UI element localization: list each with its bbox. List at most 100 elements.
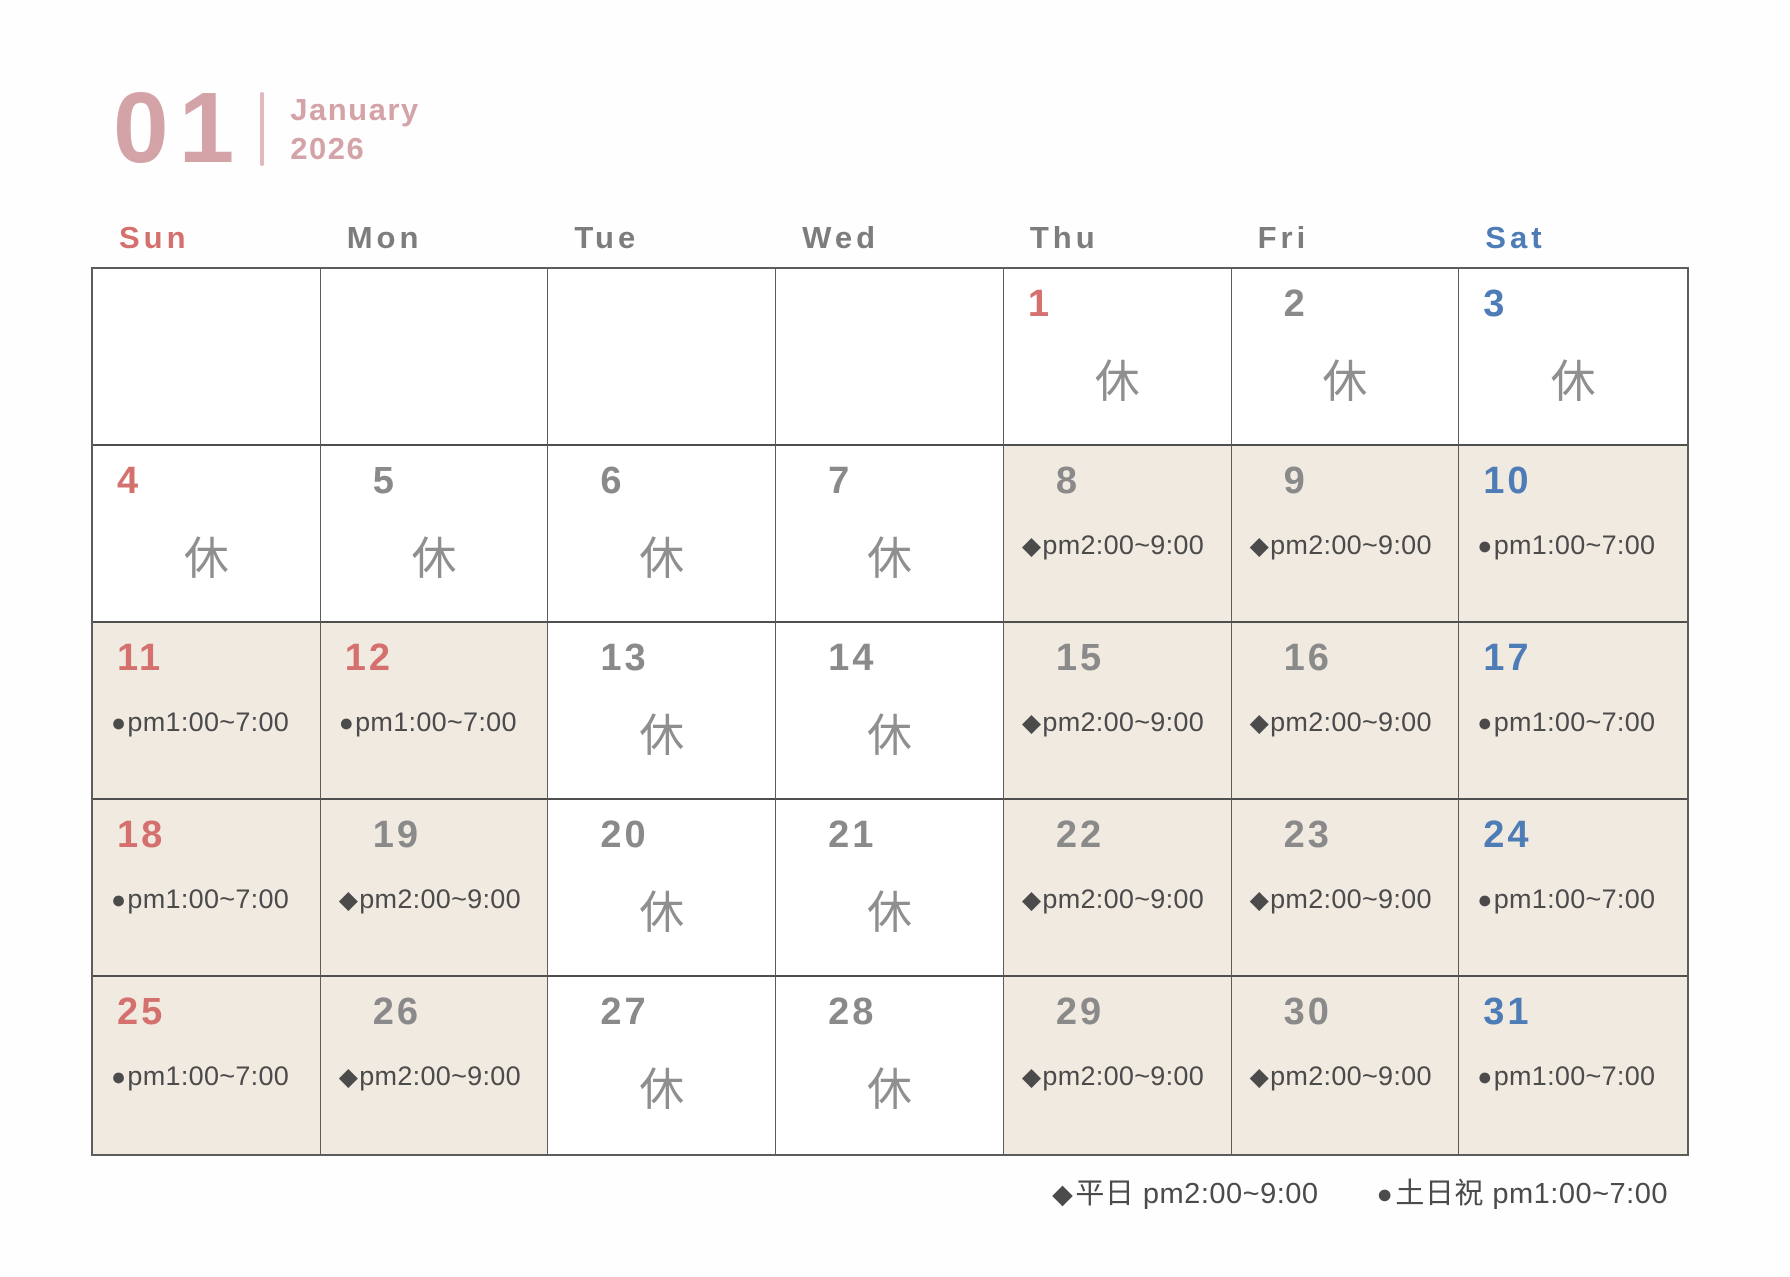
day-number: 19 [372,814,421,856]
closed-label: 休 [866,710,912,761]
business-hours-label: ◆pm2:00~9:00 [1250,1061,1432,1092]
day-number: 21 [828,814,877,856]
calendar-cell-day-30: 30 ◆pm2:00~9:00 [1231,977,1460,1154]
day-number: 17 [1483,637,1532,679]
hours-text: pm1:00~7:00 [127,884,290,914]
day-number: 6 [600,460,625,502]
weekday-header-tue: Tue [574,220,640,255]
circle-icon: ● [1376,1179,1394,1209]
closed-label: 休 [866,887,912,938]
year-label: 2026 [290,131,366,167]
day-number: 26 [372,991,421,1033]
diamond-icon: ◆ [1249,709,1270,737]
closed-label: 休 [1550,356,1596,407]
business-hours-label: ●pm1:00~7:00 [111,1061,289,1092]
hours-text: pm2:00~9:00 [1042,530,1205,560]
business-hours-label: ◆pm2:00~9:00 [1022,707,1204,738]
hours-text: pm1:00~7:00 [1493,530,1656,560]
day-number: 2 [1283,283,1308,325]
calendar-cell-empty [320,269,549,446]
calendar-cell-day-10: 10 ●pm1:00~7:00 [1459,446,1687,623]
hours-legend: ◆平日 pm2:00~9:00 ●土日祝 pm1:00~7:00 [1052,1170,1668,1212]
month-number: 01 [113,72,245,184]
business-hours-label: ◆pm2:00~9:00 [1250,707,1432,738]
business-hours-label: ◆pm2:00~9:00 [1250,530,1432,561]
calendar-cell-day-31: 31 ●pm1:00~7:00 [1459,977,1687,1154]
calendar-cell-day-22: 22 ◆pm2:00~9:00 [1003,800,1232,977]
calendar-cell-day-20: 20 休 [548,800,777,977]
calendar-cell-empty [93,269,321,446]
day-number: 20 [600,814,649,856]
calendar-cell-day-15: 15 ◆pm2:00~9:00 [1003,623,1232,800]
calendar-cell-day-24: 24 ●pm1:00~7:00 [1459,800,1687,977]
calendar-cell-day-14: 14 休 [776,623,1004,800]
calendar-cell-day-23: 23 ◆pm2:00~9:00 [1231,800,1460,977]
day-number: 28 [828,991,877,1033]
business-hours-label: ●pm1:00~7:00 [111,707,289,738]
weekday-header-sat: Sat [1485,220,1546,255]
closed-label: 休 [183,533,229,584]
closed-label: 休 [639,710,685,761]
hours-text: pm1:00~7:00 [127,1061,290,1091]
day-number: 15 [1055,637,1105,679]
hours-text: pm2:00~9:00 [1042,1061,1205,1091]
day-number: 31 [1483,991,1532,1033]
hours-text: pm2:00~9:00 [359,1061,521,1091]
calendar-cell-empty [776,269,1004,446]
hours-text: pm1:00~7:00 [1493,1061,1656,1091]
hours-text: pm2:00~9:00 [1042,707,1205,737]
circle-icon: ● [338,709,355,737]
business-hours-label: ◆pm2:00~9:00 [1250,884,1432,915]
circle-icon: ● [1477,709,1493,737]
legend-label: 土日祝 pm1:00~7:00 [1395,1178,1668,1210]
weekday-header-fri: Fri [1257,220,1310,255]
hours-text: pm1:00~7:00 [1493,884,1656,914]
diamond-icon: ◆ [338,1063,359,1091]
calendar-cell-day-28: 28 休 [776,977,1004,1154]
business-hours-label: ●pm1:00~7:00 [111,884,289,915]
day-number: 1 [1027,283,1052,325]
business-hours-label: ●pm1:00~7:00 [1477,1061,1655,1092]
calendar-cell-day-25: 25 ●pm1:00~7:00 [93,977,321,1154]
weekday-header-wed: Wed [802,220,880,255]
calendar-cell-day-29: 29 ◆pm2:00~9:00 [1003,977,1232,1154]
day-number: 12 [344,637,393,679]
weekday-header-row: Sun Mon Tue Wed Thu Fri Sat [91,220,1685,256]
day-number: 25 [117,991,166,1033]
day-number: 7 [828,460,853,502]
closed-label: 休 [639,1064,685,1115]
hours-text: pm2:00~9:00 [1270,707,1432,737]
diamond-icon: ◆ [1249,886,1270,914]
calendar-cell-day-11: 11 ●pm1:00~7:00 [93,623,321,800]
day-number: 18 [117,814,166,856]
calendar-grid: 1 休 2 休 3 休 4 休 5 休 6 休 7 休 8 ◆pm2:00~9:00 9 ◆pm2:00~9:00… [91,267,1689,1156]
weekday-header-mon: Mon [346,220,423,255]
closed-label: 休 [639,887,685,938]
calendar-cell-day-8: 8 ◆pm2:00~9:00 [1003,446,1232,623]
day-number: 10 [1483,460,1532,502]
diamond-icon: ◆ [1021,532,1042,560]
calendar-cell-day-12: 12 ●pm1:00~7:00 [320,623,549,800]
closed-label: 休 [1322,356,1368,407]
business-hours-label: ◆pm2:00~9:00 [339,1061,521,1092]
day-number: 8 [1055,460,1080,502]
calendar-cell-day-19: 19 ◆pm2:00~9:00 [320,800,549,977]
closed-label: 休 [411,533,457,584]
day-number: 24 [1483,814,1532,856]
closed-label: 休 [866,1064,912,1115]
calendar-cell-day-18: 18 ●pm1:00~7:00 [93,800,321,977]
hours-text: pm2:00~9:00 [1270,884,1432,914]
hours-text: pm2:00~9:00 [1270,530,1432,560]
hours-text: pm2:00~9:00 [1270,1061,1432,1091]
month-name: January [290,92,420,127]
business-hours-label: ◆pm2:00~9:00 [1022,530,1204,561]
header-divider [260,92,265,166]
day-number: 16 [1283,637,1332,679]
business-hours-label: ●pm1:00~7:00 [1477,707,1655,738]
hours-text: pm1:00~7:00 [127,707,290,737]
